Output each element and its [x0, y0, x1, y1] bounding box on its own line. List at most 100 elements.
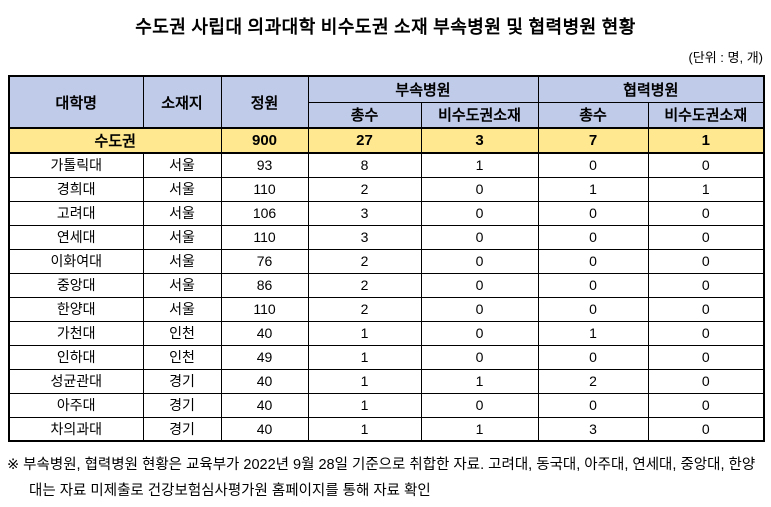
cell-university: 연세대	[8, 224, 144, 250]
table-row: 가천대 인천 40 1 0 1 0	[8, 320, 765, 346]
cell-location: 서울	[142, 296, 222, 322]
cell-quota: 110	[220, 176, 309, 202]
cell-cooperative-total: 0	[537, 296, 649, 322]
header-row-subcolumns: 총수 비수도권소재 총수 비수도권소재	[9, 101, 765, 129]
cell-affiliated-non-metro: 0	[420, 344, 539, 370]
cell-affiliated-non-metro: 0	[420, 176, 539, 202]
cell-affiliated-non-metro: 0	[420, 272, 539, 298]
cell-location: 경기	[142, 368, 222, 394]
cell-affiliated-total: 2	[307, 248, 422, 274]
summary-affiliated-non-metro: 3	[420, 127, 539, 154]
cell-cooperative-total: 1	[537, 320, 649, 346]
cell-affiliated-total: 2	[307, 272, 422, 298]
cell-university: 중앙대	[8, 272, 144, 298]
header-university: 대학명	[8, 75, 144, 129]
cell-cooperative-total: 0	[537, 152, 649, 178]
header-location: 소재지	[142, 75, 222, 129]
header-cooperative-non-metro: 비수도권소재	[647, 101, 765, 129]
cell-affiliated-total: 2	[307, 296, 422, 322]
cell-location: 인천	[142, 344, 222, 370]
cell-location: 인천	[142, 320, 222, 346]
table-row: 아주대 경기 40 1 0 0 0	[8, 392, 765, 418]
cell-quota: 86	[220, 272, 309, 298]
cell-affiliated-non-metro: 0	[420, 224, 539, 250]
table-body: 가톨릭대 서울 93 8 1 0 0 경희대 서울 110 2 0 1 1 고려대 서울 106 3 0 0 0 연세대 서…	[8, 152, 765, 442]
cell-cooperative-non-metro: 0	[647, 416, 765, 442]
cell-university: 가천대	[8, 320, 144, 346]
table-row: 성균관대 경기 40 1 1 2 0	[8, 368, 765, 394]
cell-affiliated-non-metro: 0	[420, 200, 539, 226]
cell-cooperative-total: 0	[537, 392, 649, 418]
cell-affiliated-non-metro: 0	[420, 296, 539, 322]
table-row: 중앙대 서울 86 2 0 0 0	[8, 272, 765, 298]
cell-quota: 106	[220, 200, 309, 226]
footnote: ※ 부속병원, 협력병원 현황은 교육부가 2022년 9월 28일 기준으로 …	[7, 457, 756, 500]
cell-quota: 49	[220, 344, 309, 370]
cell-cooperative-total: 1	[537, 176, 649, 202]
cell-university: 성균관대	[8, 368, 144, 394]
cell-location: 서울	[142, 176, 222, 202]
cell-university: 경희대	[8, 176, 144, 202]
header-cooperative-group: 협력병원	[537, 75, 765, 103]
cell-affiliated-non-metro: 0	[420, 320, 539, 346]
table-header: 대학명 소재지 정원 부속병원 협력병원 총수 비수도권소재 총수 비수도권소재	[8, 75, 765, 129]
cell-cooperative-non-metro: 0	[647, 224, 765, 250]
header-affiliated-group: 부속병원	[307, 75, 539, 103]
summary-quota: 900	[220, 127, 309, 154]
cell-cooperative-non-metro: 0	[647, 152, 765, 178]
cell-cooperative-non-metro: 1	[647, 176, 765, 202]
summary-label: 수도권	[8, 127, 222, 154]
cell-cooperative-non-metro: 0	[647, 296, 765, 322]
cell-cooperative-non-metro: 0	[647, 344, 765, 370]
cell-university: 차의과대	[8, 416, 144, 442]
cell-location: 서울	[142, 152, 222, 178]
cell-affiliated-total: 2	[307, 176, 422, 202]
cell-affiliated-non-metro: 0	[420, 248, 539, 274]
cell-cooperative-total: 2	[537, 368, 649, 394]
cell-cooperative-non-metro: 0	[647, 320, 765, 346]
cell-cooperative-total: 0	[537, 200, 649, 226]
cell-cooperative-total: 0	[537, 248, 649, 274]
cell-university: 한양대	[8, 296, 144, 322]
table-row: 고려대 서울 106 3 0 0 0	[8, 200, 765, 226]
table-row: 연세대 서울 110 3 0 0 0	[8, 224, 765, 250]
cell-affiliated-total: 3	[307, 200, 422, 226]
table-row: 경희대 서울 110 2 0 1 1	[8, 176, 765, 202]
table-row: 한양대 서울 110 2 0 0 0	[8, 296, 765, 322]
header-cooperative-total: 총수	[537, 101, 649, 129]
cell-quota: 40	[220, 392, 309, 418]
cell-location: 서울	[142, 200, 222, 226]
table-row: 차의과대 경기 40 1 1 3 0	[8, 416, 765, 442]
cell-quota: 40	[220, 368, 309, 394]
cell-affiliated-non-metro: 1	[420, 152, 539, 178]
table-row: 이화여대 서울 76 2 0 0 0	[8, 248, 765, 274]
cell-quota: 110	[220, 224, 309, 250]
cell-cooperative-non-metro: 0	[647, 392, 765, 418]
page-title: 수도권 사립대 의과대학 비수도권 소재 부속병원 및 협력병원 현황	[135, 17, 636, 37]
cell-location: 서울	[142, 272, 222, 298]
header-affiliated-total: 총수	[307, 101, 422, 129]
hospital-status-table: 대학명 소재지 정원 부속병원 협력병원 총수 비수도권소재 총수 비수도권소재…	[8, 75, 766, 442]
table-row: 인하대 인천 49 1 0 0 0	[8, 344, 765, 370]
summary-cooperative-total: 7	[537, 127, 649, 154]
cell-affiliated-total: 3	[307, 224, 422, 250]
cell-affiliated-non-metro: 1	[420, 368, 539, 394]
cell-quota: 40	[220, 320, 309, 346]
cell-cooperative-total: 0	[537, 272, 649, 298]
cell-university: 아주대	[8, 392, 144, 418]
cell-affiliated-non-metro: 0	[420, 392, 539, 418]
cell-quota: 110	[220, 296, 309, 322]
cell-cooperative-total: 0	[537, 344, 649, 370]
cell-affiliated-total: 1	[307, 368, 422, 394]
cell-cooperative-non-metro: 0	[647, 248, 765, 274]
cell-cooperative-non-metro: 0	[647, 368, 765, 394]
cell-affiliated-total: 8	[307, 152, 422, 178]
cell-affiliated-total: 1	[307, 320, 422, 346]
cell-cooperative-non-metro: 0	[647, 272, 765, 298]
table-row: 가톨릭대 서울 93 8 1 0 0	[8, 152, 765, 178]
cell-quota: 93	[220, 152, 309, 178]
cell-affiliated-total: 1	[307, 416, 422, 442]
cell-location: 경기	[142, 416, 222, 442]
cell-university: 인하대	[8, 344, 144, 370]
